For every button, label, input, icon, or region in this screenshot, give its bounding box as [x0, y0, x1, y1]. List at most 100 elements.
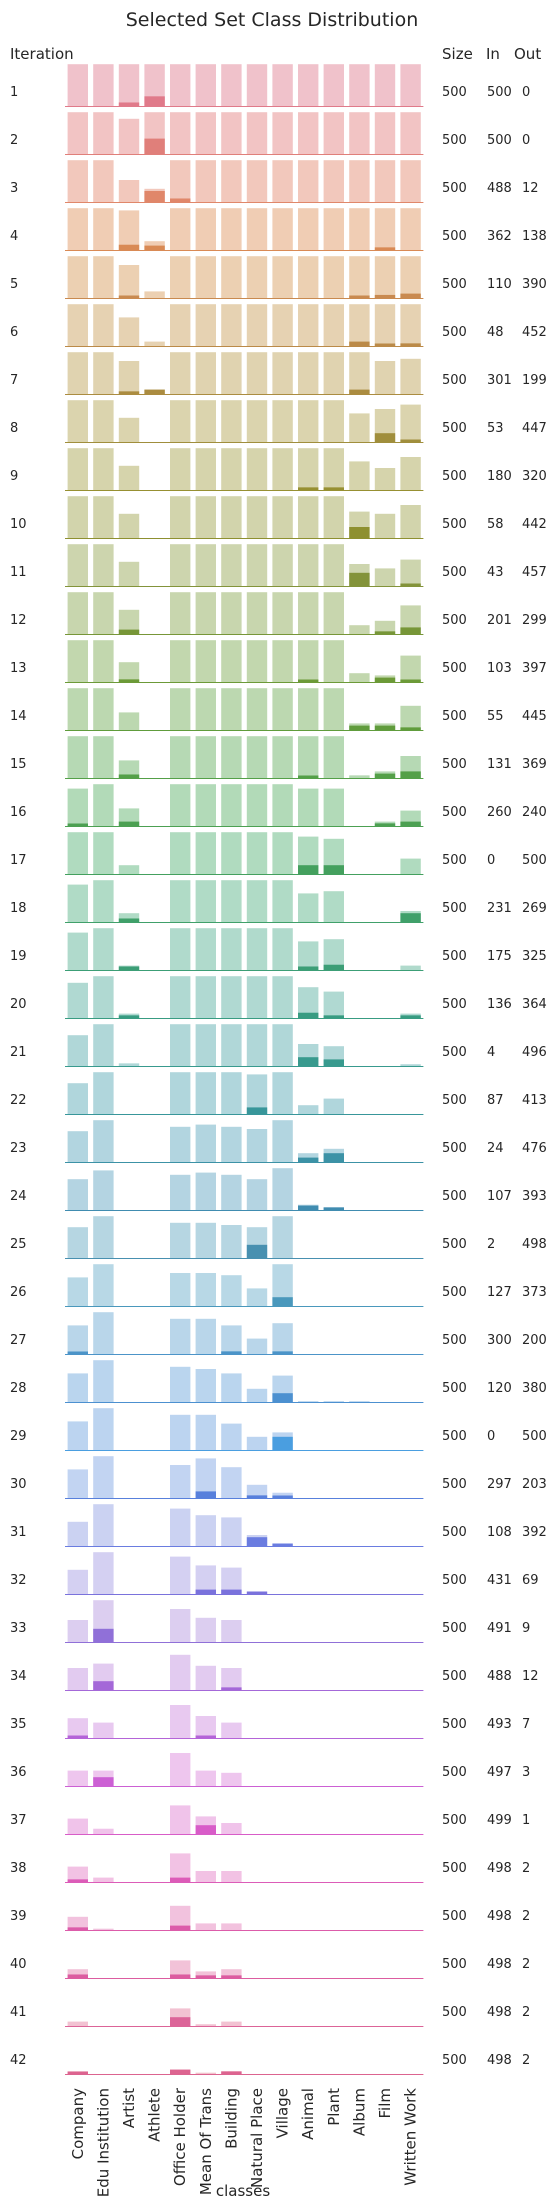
class-bar: [374, 304, 396, 346]
out-value: 447: [522, 421, 547, 436]
selected-bar: [349, 295, 370, 298]
class-bar: [323, 592, 344, 634]
selected-bar: [67, 1735, 88, 1738]
class-bar: [118, 265, 140, 298]
selected-bar: [118, 102, 140, 106]
class-bar: [400, 605, 421, 634]
class-bar: [323, 1401, 344, 1402]
size-value: 500: [442, 1909, 467, 1924]
selected-bar: [118, 918, 140, 922]
class-bar: [246, 1288, 268, 1306]
class-bar: [195, 832, 216, 874]
iteration-row: 22 500 87 413: [10, 1072, 547, 1115]
class-bar: [195, 1770, 216, 1786]
in-value: 231: [487, 901, 512, 916]
class-bar: [400, 208, 421, 250]
selected-bar: [374, 773, 396, 778]
out-value: 1: [522, 1813, 530, 1828]
iteration-row: 35 500 493 7: [10, 1705, 530, 1739]
class-bar: [170, 1609, 191, 1642]
selected-bar: [323, 1207, 344, 1210]
class-bar: [323, 352, 344, 394]
class-bar: [93, 1264, 114, 1306]
class-bar: [246, 160, 268, 202]
selected-bar: [323, 865, 344, 874]
class-bar: [349, 112, 370, 154]
size-value: 500: [442, 373, 467, 388]
class-bar: [195, 736, 216, 778]
class-bar: [93, 976, 114, 1018]
class-bar: [221, 736, 242, 778]
out-value: 2: [522, 2005, 530, 2020]
out-value: 9: [522, 1621, 530, 1636]
class-bar: [195, 1414, 216, 1450]
size-value: 500: [442, 1573, 467, 1588]
iteration-label: 31: [10, 1525, 27, 1540]
out-value: 12: [522, 1669, 539, 1684]
class-bar: [67, 1770, 88, 1786]
in-value: 43: [487, 565, 504, 580]
in-value: 55: [487, 709, 504, 724]
class-bar: [374, 208, 396, 250]
class-bar: [67, 496, 88, 538]
iteration-label: 29: [10, 1429, 27, 1444]
iteration-row: 25 500 2 498: [10, 1216, 547, 1259]
iteration-row: 16 500 260 240: [10, 784, 547, 827]
class-bar: [67, 1083, 88, 1114]
size-value: 500: [442, 997, 467, 1012]
class-bar: [246, 112, 268, 154]
size-value: 500: [442, 661, 467, 676]
class-bar: [272, 736, 293, 778]
class-bar: [374, 620, 396, 634]
selected-bar: [246, 1591, 268, 1594]
size-value: 500: [442, 757, 467, 772]
class-bar: [195, 1971, 216, 1978]
selected-bar: [349, 527, 370, 538]
class-bar: [67, 1277, 88, 1306]
out-value: 457: [522, 565, 547, 580]
class-bar: [93, 1456, 114, 1498]
iteration-row: 12 500 201 299: [10, 592, 547, 635]
class-bar: [349, 256, 370, 298]
size-value: 500: [442, 1957, 467, 1972]
class-bar: [272, 640, 293, 682]
class-bar: [272, 352, 293, 394]
class-bar: [170, 688, 191, 730]
size-value: 500: [442, 133, 467, 148]
class-bar: [298, 160, 319, 202]
class-bar: [195, 784, 216, 826]
class-bar: [118, 465, 140, 490]
class-bar: [349, 775, 370, 778]
class-bar: [170, 544, 191, 586]
class-bar: [93, 688, 114, 730]
class-bar: [298, 64, 319, 106]
class-bar: [170, 1805, 191, 1834]
out-value: 442: [522, 517, 547, 532]
class-bar: [67, 1620, 88, 1642]
iteration-row: 24 500 107 393: [10, 1168, 547, 1211]
class-bar: [170, 1414, 191, 1450]
class-bar: [272, 784, 293, 826]
in-value: 431: [487, 1573, 512, 1588]
iteration-label: 26: [10, 1285, 27, 1300]
class-bar: [118, 712, 140, 730]
class-bar: [323, 496, 344, 538]
in-value: 260: [487, 805, 512, 820]
x-axis-label: classes: [216, 2182, 270, 2200]
selected-bar: [349, 572, 370, 586]
class-bar: [272, 400, 293, 442]
class-bar: [272, 448, 293, 490]
class-bar: [374, 112, 396, 154]
class-bar: [170, 1508, 191, 1546]
class-bar: [93, 880, 114, 922]
class-bar: [118, 118, 140, 154]
selected-bar: [374, 343, 396, 346]
class-bar: [298, 592, 319, 634]
class-bar: [118, 180, 140, 202]
class-bar: [118, 865, 140, 874]
class-bar: [323, 304, 344, 346]
in-value: 500: [487, 133, 512, 148]
class-bar: [93, 496, 114, 538]
class-bar: [221, 496, 242, 538]
iteration-row: 37 500 499 1: [10, 1805, 530, 1835]
